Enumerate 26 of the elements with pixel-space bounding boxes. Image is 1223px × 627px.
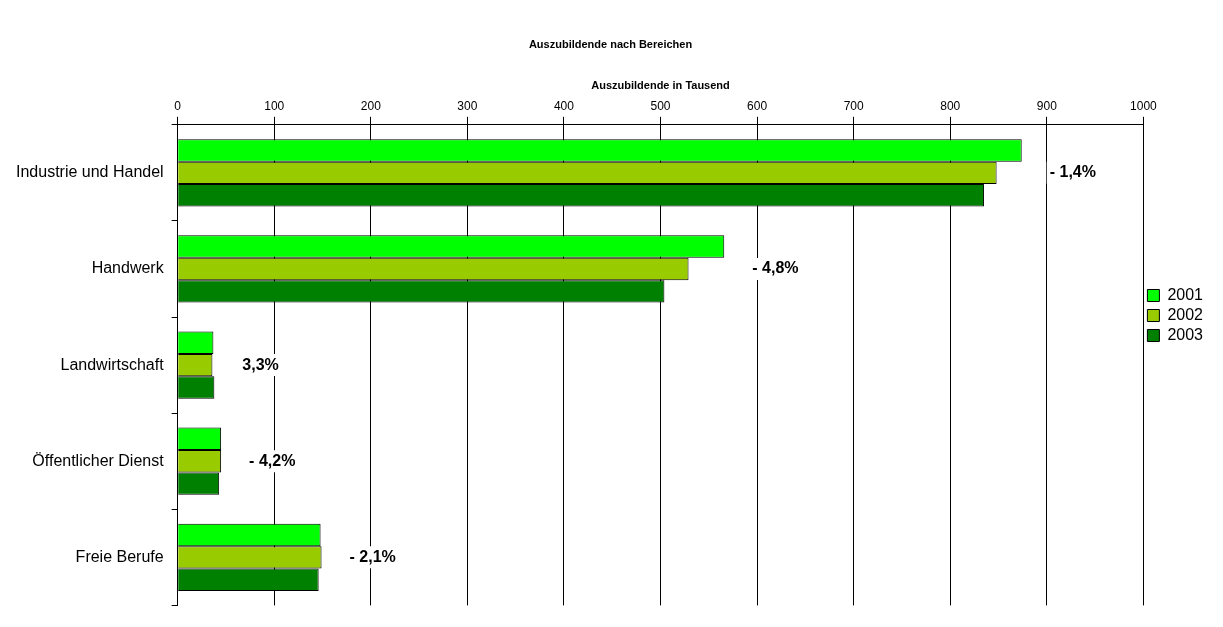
legend-label: 2002 <box>1167 305 1204 323</box>
chart-title: Auszubildende nach Bereichen <box>528 37 693 50</box>
annotation: - 1,4% <box>1049 163 1096 181</box>
x-tick-label: 400 <box>553 98 575 113</box>
x-tick-label: 0 <box>174 98 182 113</box>
x-tick-label: 800 <box>940 98 961 113</box>
annotation: 3,3% <box>242 355 279 373</box>
legend-label: 2001 <box>1167 285 1204 303</box>
annotation: - 4,2% <box>249 451 296 469</box>
x-tick-label: 1000 <box>1130 98 1158 113</box>
annotation: - 2,1% <box>349 547 396 565</box>
x-tick-label: 100 <box>264 98 285 113</box>
y-tick-label: Handwerk <box>91 259 165 277</box>
y-tick-label: Landwirtschaft <box>60 355 165 373</box>
y-tick-label: Industrie und Handel <box>16 163 164 181</box>
x-tick-label: 700 <box>843 98 865 113</box>
x-tick-label: 500 <box>650 98 671 113</box>
annotation: - 4,8% <box>752 259 799 277</box>
x-tick-label: 900 <box>1036 98 1058 113</box>
y-tick-label: Freie Berufe <box>75 547 164 565</box>
legend-label: 2003 <box>1167 325 1204 343</box>
x-tick-label: 200 <box>360 98 382 113</box>
x-tick-label: 300 <box>457 98 478 113</box>
x-axis-title: Auszubildende in Tausend <box>591 78 730 91</box>
y-tick-label: Öffentlicher Dienst <box>32 451 165 469</box>
x-tick-label: 600 <box>747 98 768 113</box>
